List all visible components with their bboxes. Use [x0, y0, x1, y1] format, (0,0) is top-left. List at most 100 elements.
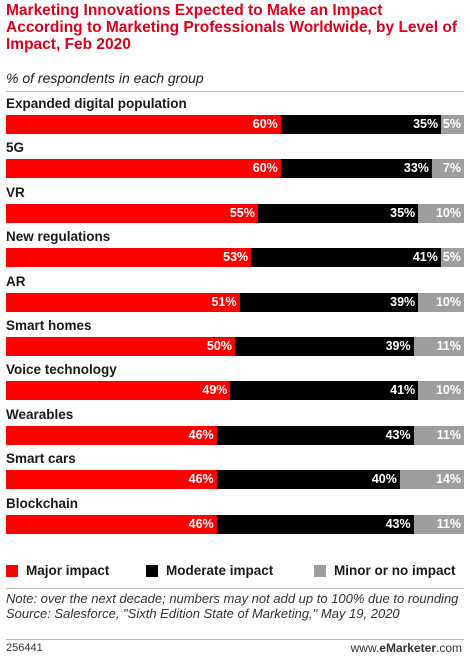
category-label: AR — [6, 273, 26, 289]
value-label-major: 50% — [206, 339, 232, 353]
category-label: Smart cars — [6, 451, 76, 467]
brand-link[interactable]: www.eMarketer.com — [351, 641, 462, 655]
value-label-minor: 11% — [436, 339, 461, 353]
bar-segment-moderate: 43% — [216, 514, 414, 534]
stacked-bar: 46% 40% 14% — [6, 470, 464, 490]
legend-label-moderate: Moderate impact — [166, 563, 274, 578]
chart-title: Marketing Innovations Expected to Make a… — [6, 2, 458, 53]
bottom-divider — [6, 639, 464, 640]
legend-label-major: Major impact — [26, 563, 110, 578]
stacked-bar: 50% 39% 11% — [6, 337, 464, 356]
stacked-bar: 60% 35% 5% — [6, 115, 464, 134]
legend-item-major: Major impact — [6, 563, 109, 578]
stacked-bar: 51% 39% 10% — [6, 292, 464, 312]
chart-note: Note: over the next decade; numbers may … — [6, 591, 459, 606]
value-label-major: 46% — [188, 472, 214, 487]
bar-segment-major: 46% — [6, 425, 217, 445]
stacked-bar: 53% 41% 5% — [6, 248, 464, 268]
value-label-minor: 10% — [435, 294, 461, 309]
category-label: Wearables — [6, 406, 74, 422]
value-label-major: 60% — [252, 161, 278, 176]
brand-name: eMarketer — [379, 641, 436, 655]
bar-segment-major: 46% — [6, 470, 217, 490]
value-label-moderate: 43% — [385, 516, 411, 531]
chart-subtitle: % of respondents in each group — [6, 70, 204, 86]
bar-segment-moderate: 35% — [257, 203, 419, 223]
category-label: VR — [6, 184, 25, 200]
category-label: Voice technology — [6, 362, 117, 378]
stacked-bar: 49% 41% 10% — [6, 381, 464, 401]
bar-segment-moderate: 41% — [230, 381, 419, 401]
value-label-minor: 11% — [436, 516, 461, 531]
bar-segment-major: 55% — [6, 203, 258, 223]
bar-segment-moderate: 39% — [235, 337, 414, 356]
bar-segment-minor: 11% — [413, 337, 464, 356]
category-label: Smart homes — [6, 318, 92, 333]
legend-item-moderate: Moderate impact — [146, 563, 273, 578]
bar-segment-minor: 10% — [418, 381, 464, 401]
bar-segment-minor: 5% — [441, 115, 464, 134]
value-label-major: 51% — [211, 294, 237, 309]
value-label-moderate: 35% — [390, 205, 416, 220]
bar-segment-major: 51% — [6, 292, 240, 312]
legend-swatch-minor — [314, 564, 326, 577]
chart-id: 256441 — [6, 642, 43, 654]
value-label-minor: 10% — [435, 383, 461, 398]
footer-notes: Note: over the next decade; numbers may … — [6, 591, 461, 621]
legend-item-minor: Minor or no impact — [314, 563, 456, 578]
bar-segment-major: 60% — [6, 115, 281, 134]
legend-label-minor: Minor or no impact — [334, 563, 456, 578]
legend-swatch-major — [6, 564, 18, 577]
category-label: 5G — [6, 140, 25, 156]
value-label-moderate: 35% — [413, 117, 439, 131]
brand-prefix: www. — [350, 641, 380, 655]
bar-segment-moderate: 41% — [251, 248, 441, 268]
value-label-major: 60% — [252, 117, 278, 131]
value-label-major: 55% — [229, 205, 255, 220]
value-label-moderate: 41% — [412, 250, 438, 265]
value-label-moderate: 40% — [371, 472, 397, 487]
stacked-bar: 46% 43% 11% — [6, 425, 464, 445]
top-divider — [6, 91, 464, 92]
stacked-bar: 60% 33% 7% — [6, 159, 464, 179]
bar-segment-moderate: 33% — [280, 159, 432, 179]
value-label-major: 49% — [202, 383, 228, 398]
footer-divider — [6, 588, 464, 589]
value-label-minor: 5% — [442, 117, 461, 131]
value-label-minor: 7% — [442, 161, 461, 176]
bar-segment-minor: 7% — [431, 159, 464, 179]
stacked-bar: 55% 35% 10% — [6, 203, 464, 223]
bar-segment-minor: 5% — [440, 248, 464, 268]
stacked-bar: 46% 43% 11% — [6, 514, 464, 534]
category-label: New regulations — [6, 229, 111, 245]
value-label-moderate: 39% — [390, 294, 416, 309]
value-label-moderate: 33% — [403, 161, 429, 176]
chart-source: Source: Salesforce, "Sixth Edition State… — [6, 606, 400, 621]
brand-suffix: .com — [435, 641, 462, 655]
bar-segment-major: 46% — [6, 514, 217, 534]
value-label-moderate: 43% — [385, 427, 411, 442]
bar-segment-minor: 11% — [413, 514, 464, 534]
bar-segment-major: 60% — [6, 159, 281, 179]
bar-segment-moderate: 40% — [216, 470, 400, 490]
bar-segment-minor: 14% — [399, 470, 464, 490]
bar-segment-moderate: 35% — [280, 115, 442, 134]
bar-segment-moderate: 43% — [216, 425, 414, 445]
value-label-major: 46% — [188, 516, 214, 531]
value-label-moderate: 41% — [390, 383, 416, 398]
value-label-minor: 5% — [442, 250, 461, 265]
value-label-minor: 14% — [435, 472, 461, 487]
value-label-minor: 11% — [436, 427, 461, 442]
legend-swatch-moderate — [146, 564, 158, 577]
value-label-major: 53% — [223, 250, 249, 265]
bar-segment-minor: 10% — [418, 203, 464, 223]
bar-segment-minor: 11% — [413, 425, 464, 445]
bar-segment-major: 53% — [6, 248, 252, 268]
value-label-minor: 10% — [435, 205, 461, 220]
bar-segment-major: 49% — [6, 381, 231, 401]
chart-legend: Major impact Moderate impact Minor or no… — [6, 563, 464, 579]
category-label: Expanded digital population — [6, 96, 187, 111]
value-label-major: 46% — [188, 427, 214, 442]
bar-segment-minor: 10% — [418, 292, 464, 312]
category-label: Blockchain — [6, 495, 79, 511]
